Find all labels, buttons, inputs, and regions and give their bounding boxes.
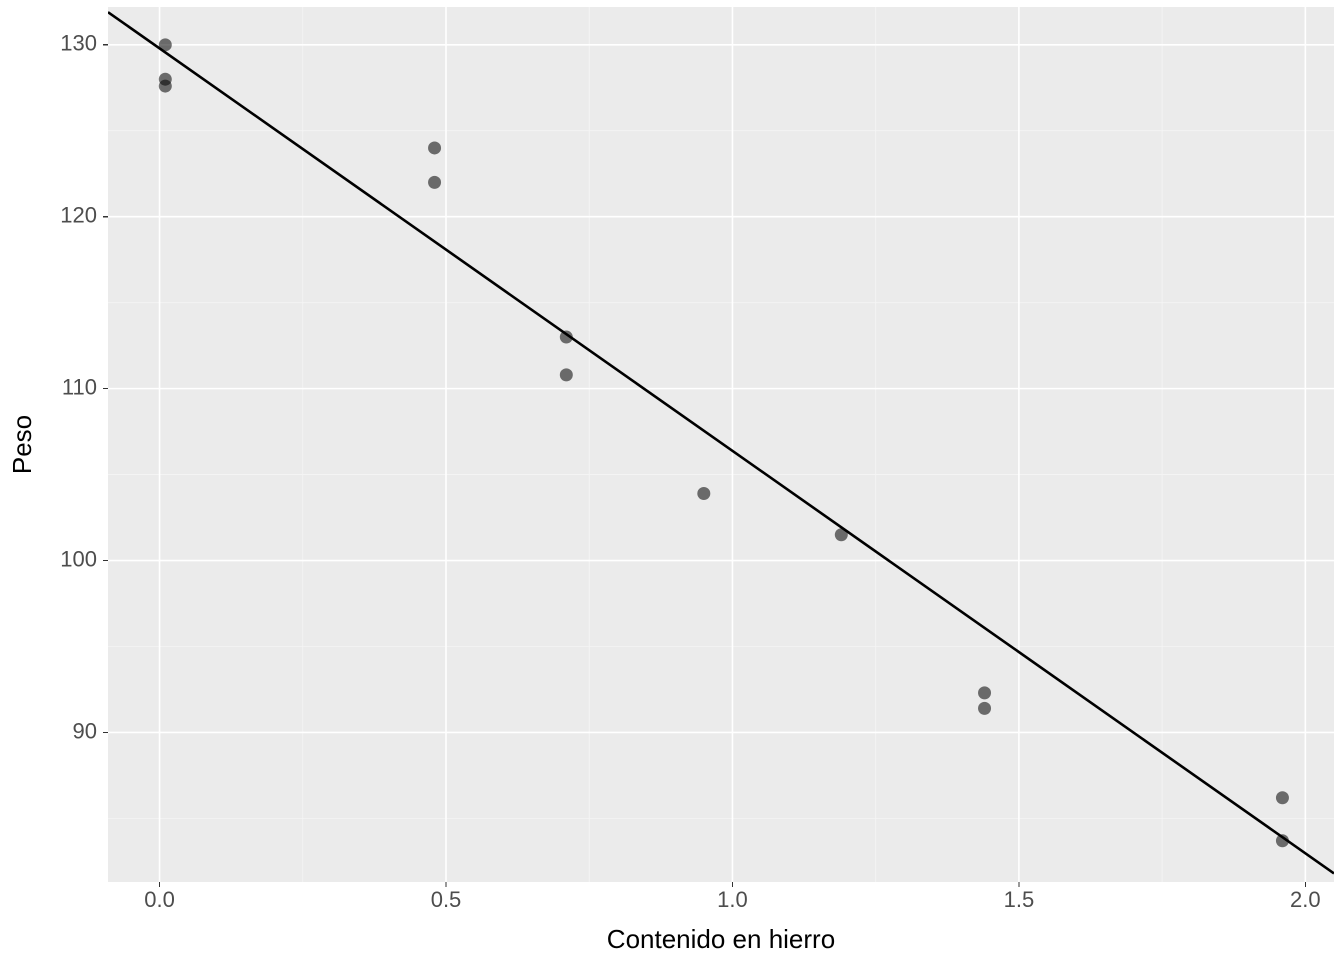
y-tick-label: 90 [73, 718, 97, 743]
data-point [697, 487, 710, 500]
y-tick-label: 110 [62, 374, 97, 399]
scatter-chart: 0.0 0.5 1.0 1.5 2.0 90 100 110 120 130 Contenido e… [0, 0, 1344, 960]
x-tick-label: 0.5 [431, 887, 462, 912]
y-axis-title: Peso [7, 415, 37, 474]
data-point [978, 686, 991, 699]
plot-panel [108, 7, 1334, 882]
y-tick-label: 100 [60, 546, 97, 571]
x-tick-label: 1.0 [717, 887, 748, 912]
data-point [1276, 834, 1289, 847]
data-point [978, 702, 991, 715]
x-tick-label: 0.0 [144, 887, 175, 912]
data-point [159, 73, 172, 86]
data-point [428, 141, 441, 154]
data-point [1276, 791, 1289, 804]
x-tick-label: 1.5 [1004, 887, 1035, 912]
data-point [159, 38, 172, 51]
data-point [428, 176, 441, 189]
y-tick-label: 120 [60, 203, 97, 228]
x-axis-title: Contenido en hierro [607, 924, 835, 954]
data-point [560, 368, 573, 381]
data-point [835, 528, 848, 541]
y-tick-label: 130 [60, 31, 97, 56]
x-tick-label: 2.0 [1290, 887, 1321, 912]
data-point [560, 331, 573, 344]
